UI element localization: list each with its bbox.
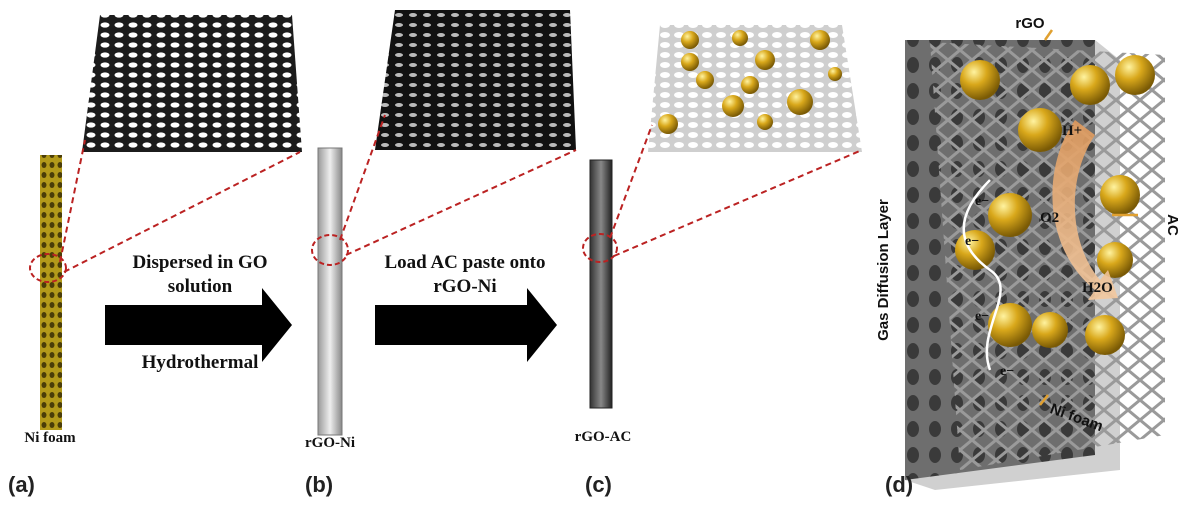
process-arrow [105,288,292,362]
caption: Ni foam [24,430,76,446]
panel-label: (c) [585,472,612,497]
zoom-line [340,115,385,240]
arrow-text: rGO-Ni [433,276,496,297]
electron: e− [1000,364,1014,379]
electron: e− [975,194,989,209]
process-arrow [375,288,557,362]
electron: e− [975,309,989,324]
rgo-ac-strip [590,160,612,408]
label: rGO [1015,15,1045,32]
figure: Ni foam Dispersed in GO solution Hydroth… [0,0,1182,506]
species: H+ [1062,123,1082,139]
panel-label: (a) [8,472,35,497]
zoom-line [614,150,862,256]
arrow-text: solution [168,276,233,297]
species: O2 [1040,210,1059,226]
caption: rGO-Ni [305,435,355,451]
label: Gas Diffusion Layer [875,199,892,341]
graphene-sheet [82,15,302,152]
zoom-line [346,150,576,255]
label: AC [1164,214,1181,236]
rgo-ni-strip [318,148,342,435]
panel-label: (b) [305,472,333,497]
electron: e− [965,234,979,249]
panel-label: (d) [885,472,913,497]
arrow-text: Dispersed in GO [132,252,267,273]
graphene-sheet [375,10,576,150]
zoom-line [610,125,652,238]
arrow-text: Hydrothermal [142,352,259,373]
arrow-text: Load AC paste onto [385,252,546,273]
ni-foam-strip [40,155,62,430]
species: H2O [1082,280,1113,296]
zoom-line [60,140,85,262]
caption: rGO-AC [575,429,632,445]
